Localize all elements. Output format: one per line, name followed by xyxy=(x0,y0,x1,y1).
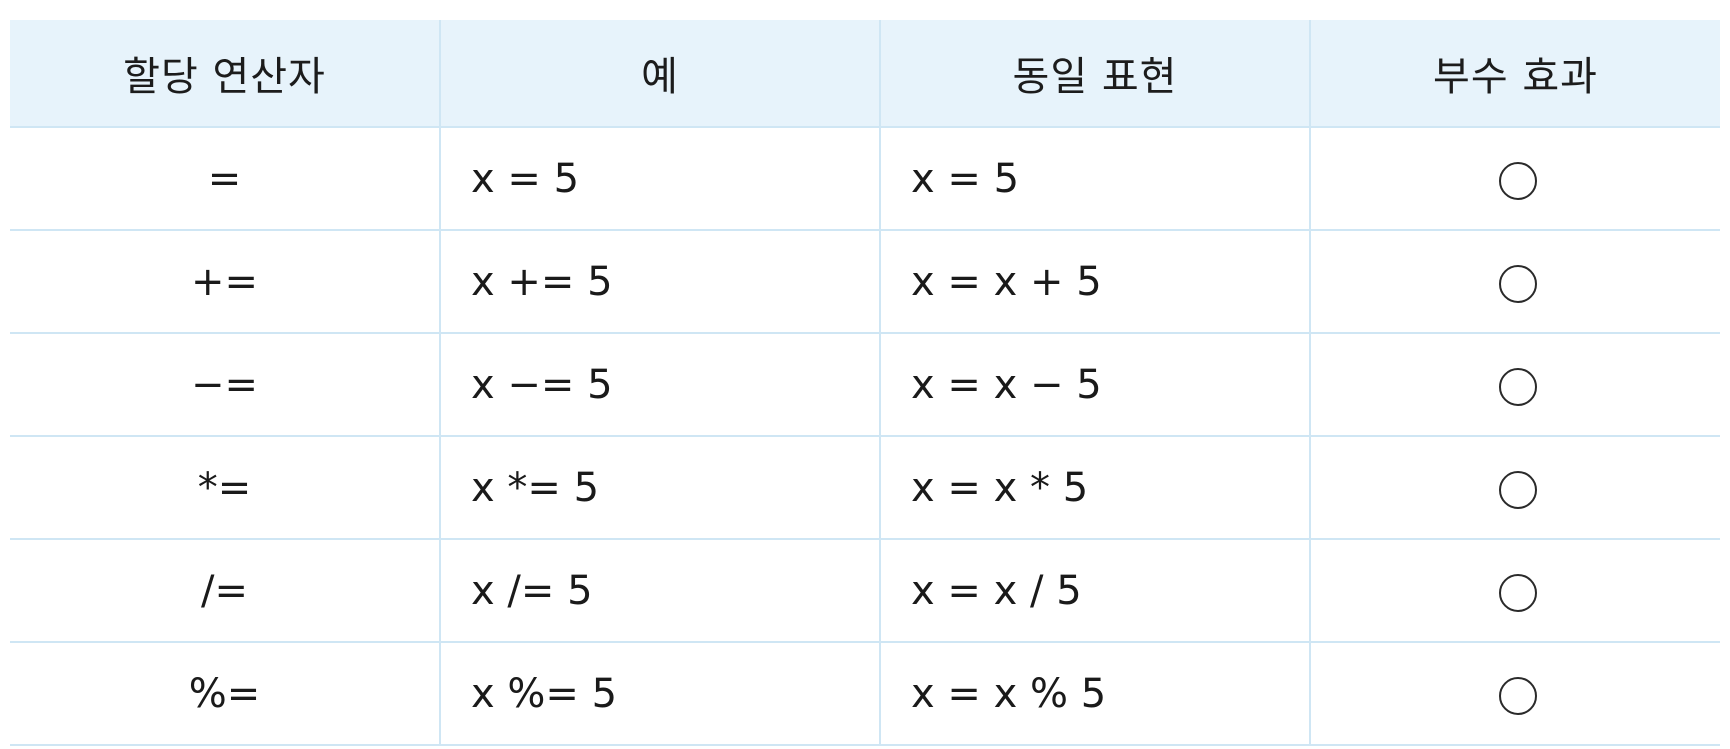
side-effect-cell xyxy=(1310,127,1720,230)
assignment-operator-table-container: 할당 연산자 예 동일 표현 부수 효과 = x = 5 x = 5 += x … xyxy=(10,20,1720,746)
table-row: /= x /= 5 x = x / 5 xyxy=(10,539,1720,642)
side-effect-cell xyxy=(1310,642,1720,745)
side-effect-cell xyxy=(1310,539,1720,642)
operator-cell: −= xyxy=(10,333,441,436)
table-row: %= x %= 5 x = x % 5 xyxy=(10,642,1720,745)
table-row: += x += 5 x = x + 5 xyxy=(10,230,1720,333)
operator-cell: %= xyxy=(10,642,441,745)
circle-mark-icon xyxy=(1498,676,1537,715)
equivalent-cell: x = 5 xyxy=(880,127,1311,230)
circle-mark-icon xyxy=(1498,264,1537,303)
equivalent-cell: x = x + 5 xyxy=(880,230,1311,333)
example-cell: x *= 5 xyxy=(440,436,881,539)
assignment-operator-table: 할당 연산자 예 동일 표현 부수 효과 = x = 5 x = 5 += x … xyxy=(10,20,1720,746)
example-cell: x −= 5 xyxy=(440,333,881,436)
circle-mark-icon xyxy=(1498,573,1537,612)
equivalent-cell: x = x / 5 xyxy=(880,539,1311,642)
operator-cell: += xyxy=(10,230,441,333)
header-side-effect: 부수 효과 xyxy=(1433,54,1598,100)
header-example: 예 xyxy=(440,20,881,127)
example-cell: x /= 5 xyxy=(440,539,881,642)
example-cell: x = 5 xyxy=(440,127,881,230)
equivalent-cell: x = x % 5 xyxy=(880,642,1311,745)
operator-cell: *= xyxy=(10,436,441,539)
side-effect-cell xyxy=(1310,230,1720,333)
circle-mark-icon xyxy=(1498,470,1537,509)
operator-cell: = xyxy=(10,127,441,230)
example-cell: x += 5 xyxy=(440,230,881,333)
side-effect-cell xyxy=(1310,436,1720,539)
example-cell: x %= 5 xyxy=(440,642,881,745)
table-header: 할당 연산자 예 동일 표현 부수 효과 xyxy=(10,20,1720,127)
operator-cell: /= xyxy=(10,539,441,642)
table-row: −= x −= 5 x = x − 5 xyxy=(10,333,1720,436)
header-row: 할당 연산자 예 동일 표현 부수 효과 xyxy=(10,20,1720,127)
circle-mark-icon xyxy=(1498,367,1537,406)
equivalent-cell: x = x * 5 xyxy=(880,436,1311,539)
circle-mark-icon xyxy=(1498,161,1537,200)
side-effect-cell xyxy=(1310,333,1720,436)
table-row: *= x *= 5 x = x * 5 xyxy=(10,436,1720,539)
header-equivalent: 동일 표현 xyxy=(880,20,1311,127)
table-body: = x = 5 x = 5 += x += 5 x = x + 5 −= x −… xyxy=(10,127,1720,745)
equivalent-cell: x = x − 5 xyxy=(880,333,1311,436)
header-operator: 할당 연산자 xyxy=(10,20,441,127)
table-row: = x = 5 x = 5 xyxy=(10,127,1720,230)
